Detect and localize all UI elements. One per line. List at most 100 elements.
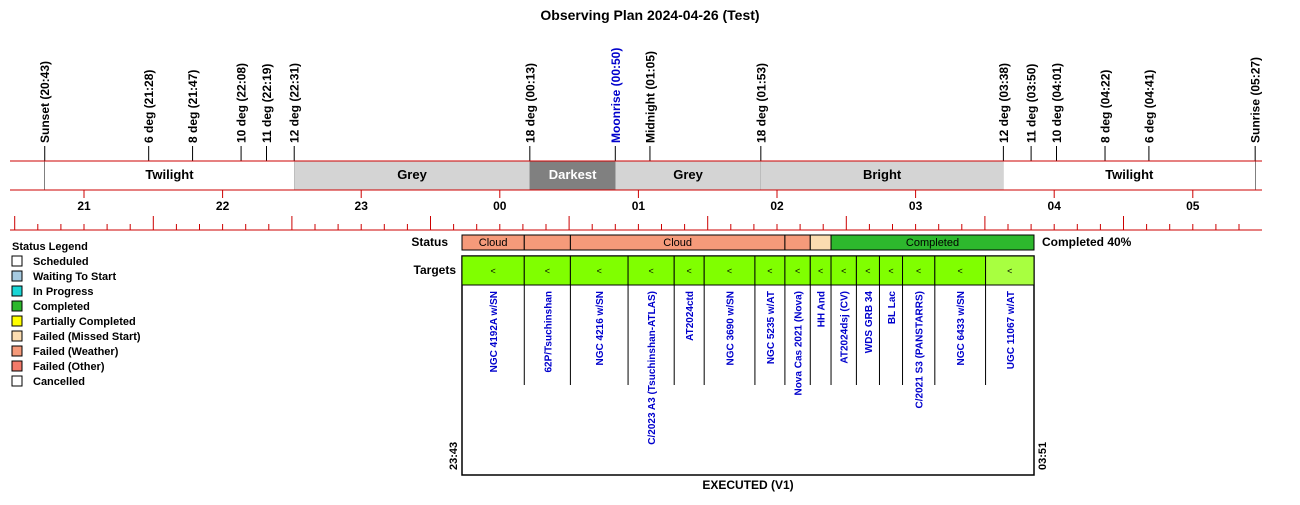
status-segment-label: Cloud bbox=[663, 237, 692, 249]
hour-tick-label: 02 bbox=[770, 199, 784, 213]
target-block-at2024dsj-cv bbox=[830, 255, 857, 286]
legend-swatch-failed-missed-start bbox=[11, 330, 23, 342]
target-marker: < bbox=[865, 266, 870, 276]
sky-band-darkest bbox=[529, 161, 616, 190]
target-name-ngc-4216-w-sn: NGC 4216 w/SN bbox=[595, 291, 606, 365]
target-name-wds-grb-34: WDS GRB 34 bbox=[864, 291, 875, 354]
target-block-62p-tsuchinshan bbox=[523, 255, 571, 286]
event-label-8-deg-21-47: 8 deg (21:47) bbox=[186, 70, 200, 143]
hour-tick-label: 03 bbox=[909, 199, 923, 213]
sky-band-label: Grey bbox=[673, 167, 703, 182]
target-name-at2024dsj-cv: AT2024dsj (CV) bbox=[840, 291, 851, 364]
target-block-ngc-6433-w-sn bbox=[934, 255, 987, 286]
event-label-moonrise-00-50: Moonrise (00:50) bbox=[609, 48, 623, 143]
target-name-ngc-4192a-w-sn: NGC 4192A w/SN bbox=[489, 291, 500, 372]
event-label-10-deg-04-01: 10 deg (04:01) bbox=[1050, 63, 1064, 143]
target-marker: < bbox=[767, 266, 772, 276]
hour-tick-label: 23 bbox=[355, 199, 369, 213]
legend-item-label: Failed (Missed Start) bbox=[33, 331, 141, 343]
legend-swatch-failed-weather bbox=[11, 345, 23, 357]
status-segment bbox=[830, 234, 1035, 251]
targets-row-label: Targets bbox=[414, 263, 457, 277]
legend-item-label: Failed (Weather) bbox=[33, 346, 119, 358]
target-marker: < bbox=[545, 266, 550, 276]
target-marker: < bbox=[687, 266, 692, 276]
target-block-c-2021-s3-panstarrs bbox=[902, 255, 936, 286]
sky-band-twilight bbox=[44, 161, 295, 190]
event-label-12-deg-03-38: 12 deg (03:38) bbox=[997, 63, 1011, 143]
legend-item-label: Scheduled bbox=[33, 256, 89, 268]
target-marker: < bbox=[491, 266, 496, 276]
sky-condition-bands: Twilight Grey Darkest Grey Bright Twilight bbox=[10, 160, 1262, 191]
legend-item-label: In Progress bbox=[33, 286, 94, 298]
event-label-18-deg-01-53: 18 deg (01:53) bbox=[754, 63, 768, 143]
event-label-18-deg-00-13: 18 deg (00:13) bbox=[523, 63, 537, 143]
hour-tick-label: 22 bbox=[216, 199, 230, 213]
event-label-11-deg-22-19: 11 deg (22:19) bbox=[260, 64, 274, 143]
target-block-at2024ctd bbox=[673, 255, 705, 286]
target-name-ugc-11067-w-at: UGC 11067 w/AT bbox=[1006, 291, 1017, 369]
sky-event-markers: Sunset (20:43) 6 deg (21:28) 8 deg (21:47)… bbox=[38, 48, 1263, 190]
target-marker: < bbox=[597, 266, 602, 276]
sky-band-label: Twilight bbox=[1105, 167, 1154, 182]
target-marker: < bbox=[916, 266, 921, 276]
target-marker: < bbox=[795, 266, 800, 276]
sky-band-grey bbox=[615, 161, 761, 190]
status-legend: Status Legend Scheduled Waiting To Start I… bbox=[11, 241, 141, 388]
hour-tick-label: 01 bbox=[632, 199, 646, 213]
event-label-6-deg-04-41: 6 deg (04:41) bbox=[1142, 70, 1156, 143]
status-row-label: Status bbox=[411, 235, 448, 249]
sky-band-label: Grey bbox=[397, 167, 427, 182]
legend-item-label: Completed bbox=[33, 301, 90, 313]
target-marker: < bbox=[818, 266, 823, 276]
sky-band-bright bbox=[760, 161, 1004, 190]
target-name-ngc-6433-w-sn: NGC 6433 w/SN bbox=[956, 291, 967, 365]
legend-swatch-partially-completed bbox=[11, 315, 23, 327]
event-label-sunrise-05-27: Sunrise (05:27) bbox=[1249, 57, 1263, 143]
status-segment bbox=[809, 234, 832, 251]
event-label-midnight-01-05: Midnight (01:05) bbox=[643, 51, 657, 143]
legend-item-label: Partially Completed bbox=[33, 316, 136, 328]
target-name-ngc-3690-w-sn: NGC 3690 w/SN bbox=[726, 291, 737, 365]
completed-summary: Completed 40% bbox=[1042, 235, 1132, 249]
target-name-at2024ctd: AT2024ctd bbox=[685, 291, 696, 341]
target-marker: < bbox=[841, 266, 846, 276]
legend-swatch-completed bbox=[11, 300, 23, 312]
legend-item-label: Cancelled bbox=[33, 376, 85, 388]
sky-band-grey bbox=[294, 161, 530, 190]
hour-tick-label: 21 bbox=[77, 199, 91, 213]
target-name-list: NGC 4192A w/SN 62P/Tsuchinshan NGC 4216 w/… bbox=[461, 285, 1017, 445]
legend-swatch-failed-other bbox=[11, 360, 23, 372]
status-segment-label: Cloud bbox=[479, 237, 508, 249]
sky-band-label: Twilight bbox=[145, 167, 194, 182]
target-block-ngc-3690-w-sn bbox=[703, 255, 756, 286]
legend-swatch-waiting-to-start bbox=[11, 270, 23, 282]
status-row: Cloud Cloud Completed bbox=[461, 234, 1035, 251]
status-segment bbox=[523, 234, 571, 251]
status-segment bbox=[784, 234, 811, 251]
legend-title: Status Legend bbox=[12, 241, 88, 253]
sky-band-twilight bbox=[1003, 161, 1256, 190]
legend-item-label: Failed (Other) bbox=[33, 361, 105, 373]
target-name-c-2023-a3-tsuchinshan-atlas: C/2023 A3 (Tsuchinshan-ATLAS) bbox=[647, 291, 658, 445]
target-name-bl-lac: BL Lac bbox=[887, 291, 898, 325]
event-label-11-deg-03-50: 11 deg (03:50) bbox=[1025, 64, 1039, 143]
target-marker: < bbox=[1007, 266, 1012, 276]
event-label-6-deg-21-28: 6 deg (21:28) bbox=[142, 70, 156, 143]
executed-footer: EXECUTED (V1) bbox=[702, 478, 793, 492]
target-block-ugc-11067-w-at bbox=[985, 255, 1035, 286]
hour-tick-label: 05 bbox=[1186, 199, 1200, 213]
target-name-nova-cas-2021-nova: Nova Cas 2021 (Nova) bbox=[794, 291, 805, 396]
legend-item-label: Waiting To Start bbox=[33, 271, 116, 283]
event-label-12-deg-22-31: 12 deg (22:31) bbox=[288, 63, 302, 143]
target-marker: < bbox=[727, 266, 732, 276]
chart-title: Observing Plan 2024-04-26 (Test) bbox=[540, 7, 759, 23]
plan-end-time: 03:51 bbox=[1037, 442, 1049, 470]
target-name-hh-and: HH And bbox=[817, 291, 828, 327]
legend-swatch-in-progress bbox=[11, 285, 23, 297]
hour-axis: 21 22 23 00 01 02 03 04 05 bbox=[10, 190, 1262, 231]
status-segment-label: Completed bbox=[906, 237, 959, 249]
legend-swatch-cancelled bbox=[11, 375, 23, 387]
target-name-c-2021-s3-panstarrs: C/2021 S3 (PANSTARRS) bbox=[915, 291, 926, 408]
